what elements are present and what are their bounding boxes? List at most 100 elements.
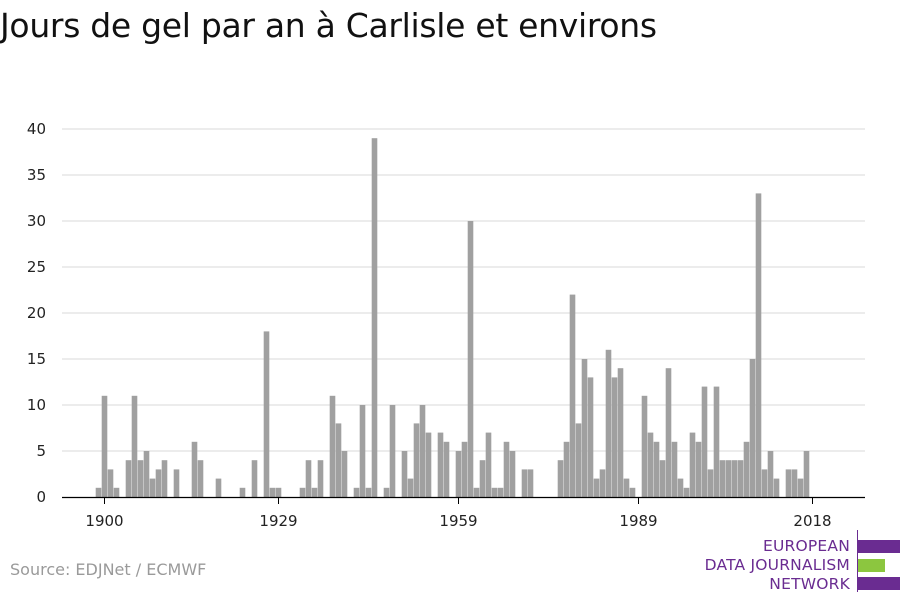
bar-1928 — [269, 487, 276, 497]
bar-1951 — [407, 478, 414, 497]
bar-1994 — [665, 368, 672, 497]
bar-1938 — [329, 395, 336, 497]
bar-1962 — [473, 487, 480, 497]
bar-1912 — [173, 469, 180, 497]
bar-1929 — [275, 487, 282, 497]
bar-1957 — [443, 441, 450, 497]
x-tick-label: 1989 — [619, 512, 657, 530]
bar-1961 — [467, 221, 474, 497]
bar-1991 — [647, 432, 654, 497]
x-tick-label: 1900 — [85, 512, 123, 530]
bar-2004 — [725, 460, 732, 497]
source-note: Source: EDJNet / ECMWF — [10, 560, 207, 579]
bar-2003 — [719, 460, 726, 497]
bar-1927 — [263, 331, 270, 497]
chart-title: Jours de gel par an à Carlisle et enviro… — [0, 6, 657, 45]
bar-1902 — [113, 487, 120, 497]
bar-2007 — [743, 441, 750, 497]
bar-1976 — [557, 460, 564, 497]
bar-1934 — [305, 460, 312, 497]
x-tick-label: 2018 — [793, 512, 831, 530]
bar-1901 — [107, 469, 114, 497]
bar-1906 — [137, 460, 144, 497]
bar-2015 — [791, 469, 798, 497]
bar-1987 — [623, 478, 630, 497]
logo-line-1: EUROPEAN — [762, 537, 850, 555]
bar-2012 — [773, 478, 780, 497]
bar-1966 — [497, 487, 504, 497]
bar-1953 — [419, 405, 426, 497]
bar-1981 — [587, 377, 594, 497]
y-tick-label: 15 — [27, 350, 46, 368]
y-tick-label: 35 — [27, 166, 46, 184]
bar-1996 — [677, 478, 684, 497]
bar-1998 — [689, 432, 696, 497]
bar-1923 — [239, 487, 246, 497]
bar-1988 — [629, 487, 636, 497]
bar-1986 — [617, 368, 624, 497]
bar-1940 — [341, 451, 348, 497]
bar-1945 — [371, 138, 378, 497]
bar-1925 — [251, 460, 258, 497]
y-axis-labels: 0 5 10 15 20 25 30 35 40 — [27, 120, 46, 506]
bar-1909 — [155, 469, 162, 497]
bar-1964 — [485, 432, 492, 497]
bar-1900 — [101, 395, 108, 497]
bar-1933 — [299, 487, 306, 497]
x-tick-label: 1959 — [439, 512, 477, 530]
bar-1942 — [353, 487, 360, 497]
bar-1954 — [425, 432, 432, 497]
bar-1979 — [575, 423, 582, 497]
bar-1956 — [437, 432, 444, 497]
bar-1985 — [611, 377, 618, 497]
bar-1905 — [131, 395, 138, 497]
y-tick-label: 40 — [27, 120, 46, 138]
bar-1960 — [461, 441, 468, 497]
bar-1990 — [641, 395, 648, 497]
logo-bar-green — [858, 559, 885, 572]
bar-1950 — [401, 451, 408, 497]
bar-2005 — [731, 460, 738, 497]
bar-2014 — [785, 469, 792, 497]
logo-bar-purple-top — [858, 540, 900, 553]
bar-1970 — [521, 469, 528, 497]
bar-1959 — [455, 451, 462, 497]
bar-1943 — [359, 405, 366, 497]
bar-1999 — [695, 441, 702, 497]
bar-2010 — [761, 469, 768, 497]
bar-1984 — [605, 349, 612, 497]
gridlines — [62, 128, 865, 452]
bar-1993 — [659, 460, 666, 497]
bar-2009 — [755, 193, 762, 497]
bar-1995 — [671, 441, 678, 497]
logo-separator — [857, 530, 858, 592]
x-axis: 1900 1929 1959 1989 2018 — [62, 496, 865, 530]
bar-1910 — [161, 460, 168, 497]
bar-1971 — [527, 469, 534, 497]
bar-1939 — [335, 423, 342, 497]
bar-1899 — [95, 487, 102, 497]
bar-2002 — [713, 386, 720, 497]
bar-1983 — [599, 469, 606, 497]
bar-1908 — [149, 478, 156, 497]
bar-2006 — [737, 460, 744, 497]
bar-1980 — [581, 359, 588, 497]
logo-line-3: NETWORK — [769, 575, 850, 593]
bar-1997 — [683, 487, 690, 497]
y-tick-label: 30 — [27, 212, 46, 230]
bars — [95, 138, 810, 497]
bar-1915 — [191, 441, 198, 497]
bar-1968 — [509, 451, 516, 497]
y-tick-label: 20 — [27, 304, 46, 322]
bar-1907 — [143, 451, 150, 497]
bar-2008 — [749, 359, 756, 497]
bar-2000 — [701, 386, 708, 497]
bar-1982 — [593, 478, 600, 497]
bar-1977 — [563, 441, 570, 497]
bar-1967 — [503, 441, 510, 497]
bar-1916 — [197, 460, 204, 497]
bar-1944 — [365, 487, 372, 497]
bar-2017 — [803, 451, 810, 497]
y-tick-label: 10 — [27, 396, 46, 414]
